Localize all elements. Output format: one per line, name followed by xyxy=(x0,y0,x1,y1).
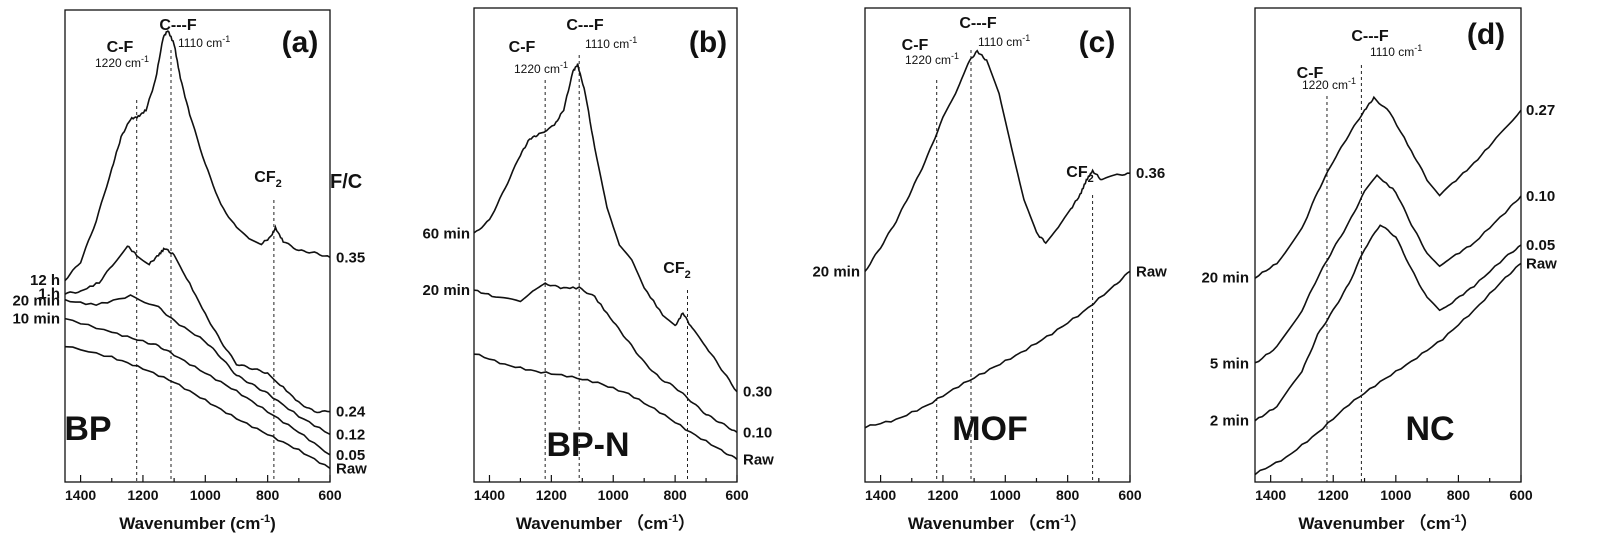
curve-left-label: 1 h xyxy=(38,286,60,303)
sample-label: NC xyxy=(1405,410,1454,448)
x-tick-label: 1000 xyxy=(598,487,629,503)
spectrum-curve xyxy=(64,317,331,456)
x-tick-label: 600 xyxy=(725,487,749,503)
curve-right-label: Raw xyxy=(1136,263,1167,280)
peak-annotation: C---F xyxy=(959,15,997,32)
curve-right-label: Raw xyxy=(743,451,774,468)
x-tick-label: 1200 xyxy=(927,487,958,503)
x-tick-label: 800 xyxy=(1447,487,1471,503)
spectrum-curve xyxy=(473,282,738,433)
spectrum-curve xyxy=(1254,95,1522,279)
peak-annotation: CF2 xyxy=(663,260,690,281)
x-tick-label: 1000 xyxy=(190,487,221,503)
peak-annotation: CF2 xyxy=(254,169,281,190)
curve-right-label: 0.12 xyxy=(336,426,365,443)
curve-left-label: 60 min xyxy=(422,226,470,243)
peak-wavenumber: 1220 cm-1 xyxy=(514,60,568,76)
sample-label: BP-N xyxy=(546,426,629,464)
curve-right-label: 0.10 xyxy=(1526,188,1555,205)
sample-label: BP xyxy=(64,410,111,448)
peak-wavenumber: 1110 cm-1 xyxy=(1370,43,1422,59)
curve-left-label: 20 min xyxy=(12,292,60,309)
plot-frame xyxy=(864,7,1131,483)
curve-left-label: 10 min xyxy=(12,311,60,328)
panel-label: (c) xyxy=(1079,26,1116,59)
panel-label: (a) xyxy=(282,26,319,59)
peak-wavenumber: 1220 cm-1 xyxy=(1302,76,1356,92)
spectrum-curve xyxy=(1254,174,1522,364)
peak-wavenumber: 1110 cm-1 xyxy=(978,33,1030,49)
spectrum-curve xyxy=(864,49,1130,272)
panel-label: (d) xyxy=(1467,18,1505,51)
peak-wavenumber: 1220 cm-1 xyxy=(905,51,959,67)
curve-left-label: 12 h xyxy=(30,272,60,289)
sample-label: MOF xyxy=(952,410,1028,448)
x-tick-label: 800 xyxy=(663,487,687,503)
x-tick-label: 1000 xyxy=(1380,487,1411,503)
peak-annotation: C-F xyxy=(1297,65,1324,82)
x-tick-label: 800 xyxy=(256,487,280,503)
peak-annotation: C-F xyxy=(107,39,134,56)
x-tick-label: 1400 xyxy=(474,487,505,503)
curve-right-label: 0.27 xyxy=(1526,102,1555,119)
curve-right-label: 0.05 xyxy=(1526,237,1555,254)
panel-b: 1400 1200 1000 800 600 Wavenumber （cm-1） C-F 12… xyxy=(422,7,774,533)
x-tick-label: 1200 xyxy=(1318,487,1349,503)
x-tick-label: 1200 xyxy=(536,487,567,503)
x-tick-label: 1000 xyxy=(990,487,1021,503)
curve-left-label: 20 min xyxy=(1201,270,1249,287)
x-tick-label: 1400 xyxy=(1255,487,1286,503)
curve-left-label: 20 min xyxy=(812,263,860,280)
peak-wavenumber: 1110 cm-1 xyxy=(178,34,230,50)
spectrum-curve xyxy=(473,353,738,461)
curve-right-label: Raw xyxy=(1526,255,1557,272)
peak-annotation: C---F xyxy=(1351,28,1389,45)
curve-left-label: 2 min xyxy=(1210,413,1249,430)
fc-ratio-header: F/C xyxy=(330,171,362,193)
plot-frame xyxy=(1254,7,1522,483)
panel-label: (b) xyxy=(689,26,727,59)
curve-right-label: 0.36 xyxy=(1136,165,1165,182)
plot-frame xyxy=(473,7,738,483)
x-tick-label: 600 xyxy=(318,487,342,503)
curve-right-label: 0.10 xyxy=(743,424,772,441)
spectrum-curve xyxy=(1254,224,1522,422)
spectrum-curve xyxy=(64,294,331,436)
curve-right-label: Raw xyxy=(336,460,367,477)
curve-right-label: 0.05 xyxy=(336,447,365,464)
peak-wavenumber: 1110 cm-1 xyxy=(585,35,637,51)
panel-d: 1400 1200 1000 800 600 Wavenumber （cm-1） C-F12… xyxy=(1201,7,1557,533)
spectrum-curve xyxy=(64,245,331,414)
plot-frame xyxy=(64,9,331,483)
x-axis-title: Wavenumber （cm-1） xyxy=(1298,513,1477,533)
curve-right-label: 0.35 xyxy=(336,249,365,266)
x-axis-title: Wavenumber （cm-1） xyxy=(908,513,1087,533)
curve-right-label: 0.30 xyxy=(743,384,772,401)
x-axis-title: Wavenumber （cm-1） xyxy=(516,513,695,533)
curve-left-label: 5 min xyxy=(1210,356,1249,373)
curve-right-label: 0.24 xyxy=(336,404,366,421)
peak-annotation: C---F xyxy=(159,17,197,34)
spectrum-curve xyxy=(1254,262,1522,476)
x-tick-label: 800 xyxy=(1056,487,1080,503)
spectrum-curve xyxy=(64,30,331,282)
spectrum-curve xyxy=(864,270,1131,429)
peak-wavenumber: 1220 cm-1 xyxy=(95,54,149,70)
peak-annotation: C-F xyxy=(509,39,536,56)
peak-annotation: C---F xyxy=(566,17,604,34)
curve-left-label: 20 min xyxy=(422,282,470,299)
x-axis-title: Wavenumber (cm-1) xyxy=(119,513,276,533)
x-tick-label: 600 xyxy=(1118,487,1142,503)
spectrum-curve xyxy=(473,63,738,393)
x-tick-label: 1200 xyxy=(127,487,158,503)
spectrum-curve xyxy=(64,345,331,470)
x-tick-label: 1400 xyxy=(865,487,896,503)
panel-c: 1400 1200 1000 800 600 Wavenumber （cm-1） C-F12… xyxy=(812,7,1167,533)
x-tick-label: 600 xyxy=(1509,487,1533,503)
x-tick-label: 1400 xyxy=(65,487,96,503)
peak-annotation: C-F xyxy=(902,37,929,54)
